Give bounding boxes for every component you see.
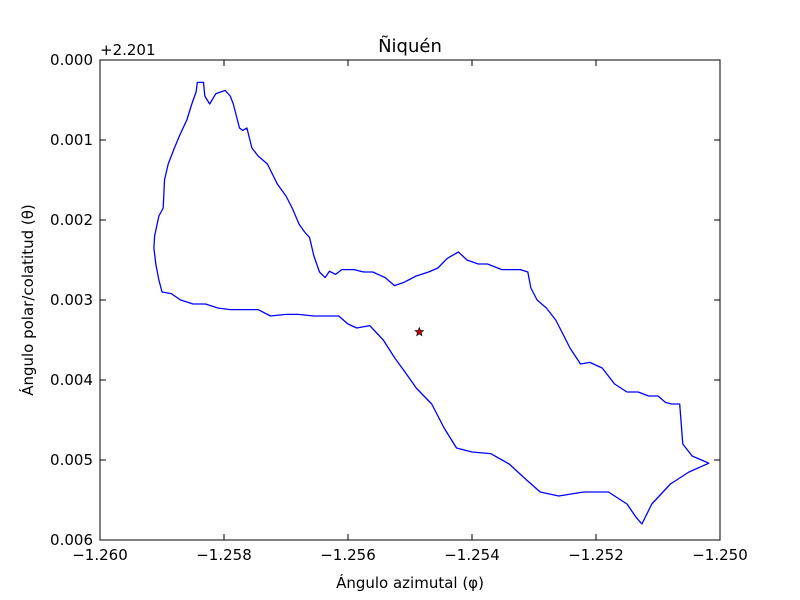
y-tick-label: 0.005 xyxy=(50,451,93,469)
centroid-star-marker xyxy=(414,326,425,337)
x-tick-label: −1.250 xyxy=(692,546,748,564)
plot-background xyxy=(100,60,720,540)
chart-title: Ñiquén xyxy=(378,35,442,57)
x-tick-label: −1.252 xyxy=(568,546,624,564)
x-tick-label: −1.256 xyxy=(320,546,376,564)
y-axis-label: Ángulo polar/colatitud (θ) xyxy=(18,204,37,396)
y-axis: 0.000 0.001 0.002 0.003 0.004 0.005 0.006 xyxy=(50,51,720,549)
x-tick-label: −1.260 xyxy=(72,546,128,564)
x-tick-label: −1.254 xyxy=(444,546,500,564)
y-tick-label: 0.004 xyxy=(50,371,93,389)
y-offset-label: +2.201 xyxy=(100,41,156,59)
x-axis-label: Ángulo azimutal (φ) xyxy=(336,573,484,592)
y-tick-label: 0.003 xyxy=(50,291,93,309)
y-tick-label: 0.006 xyxy=(50,531,93,549)
x-tick-label: −1.258 xyxy=(196,546,252,564)
boundary-line xyxy=(153,81,710,525)
series-layer xyxy=(153,81,710,525)
x-axis: −1.260 −1.258 −1.256 −1.254 −1.252 −1.250 xyxy=(72,60,748,564)
y-tick-label: 0.000 xyxy=(50,51,93,69)
y-tick-label: 0.001 xyxy=(50,131,93,149)
y-tick-label: 0.002 xyxy=(50,211,93,229)
